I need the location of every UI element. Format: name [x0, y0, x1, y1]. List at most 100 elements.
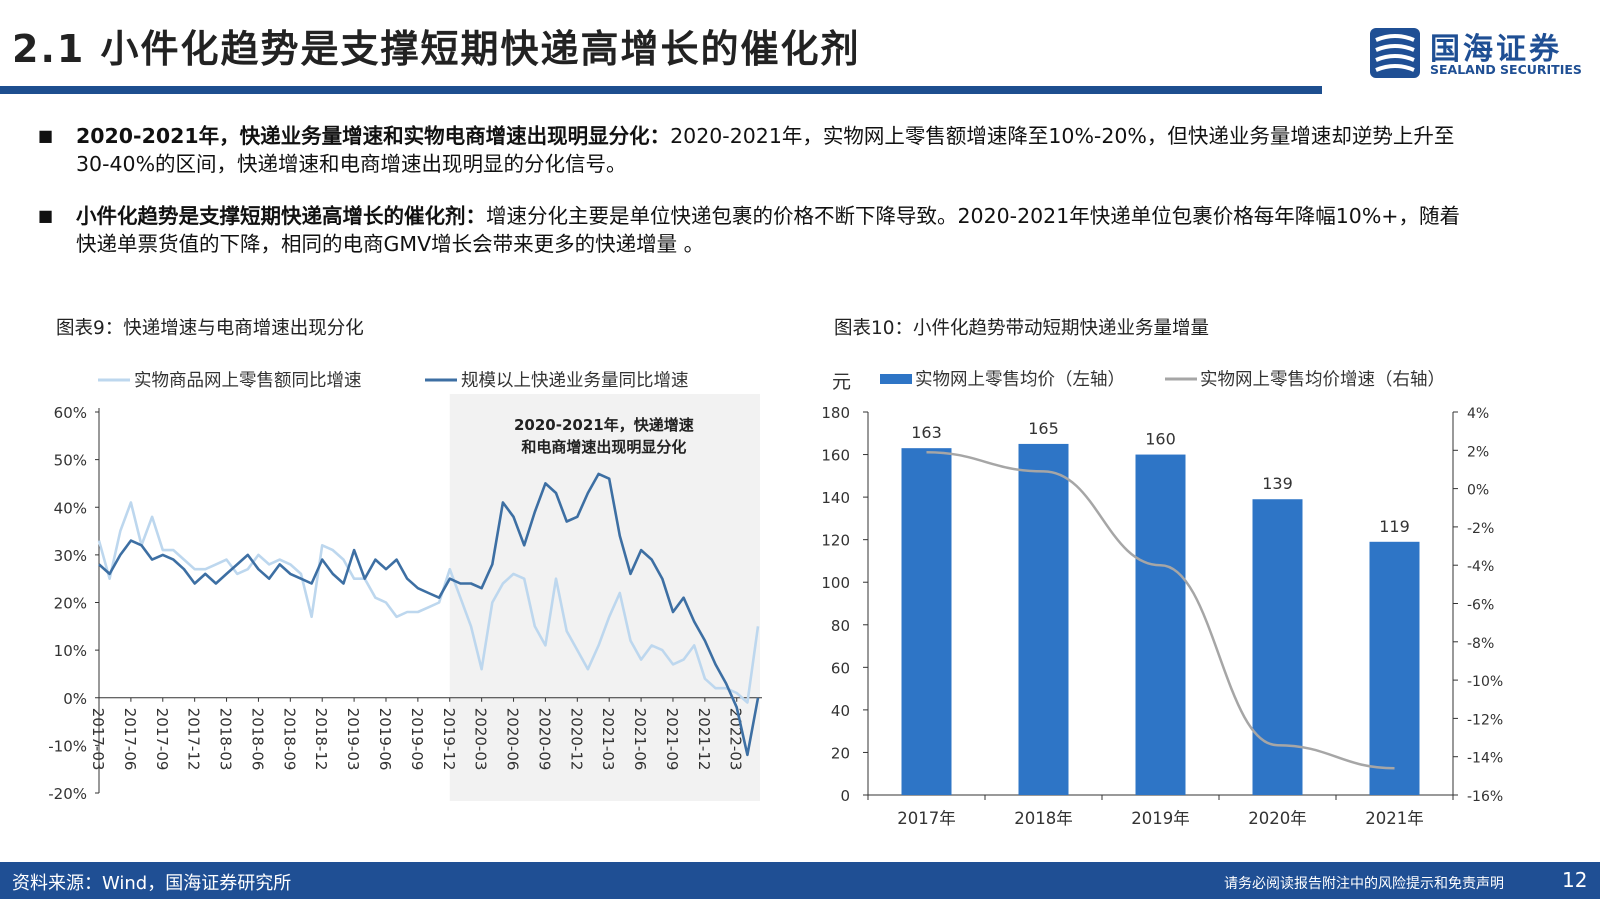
- x-tick-label: 2018-12: [312, 708, 330, 771]
- bullet-heading: 小件化趋势是支撑短期快递高增长的催化剂：: [76, 204, 486, 228]
- x-tick-label: 2021-03: [599, 708, 617, 771]
- bullet-text: 增速分化主要是单位快递包裹的价格不断下降导致。2020-2021年快递单位包裹价…: [76, 204, 1460, 256]
- legend-label-2: 规模以上快递业务量同比增速: [461, 371, 689, 391]
- x-tick-label: 2017-12: [185, 708, 203, 771]
- y-tick-label: 50%: [54, 452, 87, 470]
- annotation-line: 2020-2021年，快递增速: [514, 416, 694, 434]
- growth-divergence-chart: 2020-2021年，快递增速和电商增速出现明显分化 60% 50% 40% 30% 20…: [48, 371, 762, 803]
- y-tick-label: 40%: [54, 499, 87, 517]
- right-tick-label: 0%: [1467, 483, 1489, 499]
- x-tick-label: 2020-12: [567, 708, 585, 771]
- x-tick-label: 2018年: [1014, 809, 1073, 828]
- logo-text-cn: 国海证券: [1430, 32, 1562, 67]
- figure-9-title: 图表9：快递增速与电商增速出现分化: [56, 318, 364, 339]
- x-tick-label: 2018-06: [248, 708, 266, 771]
- right-tick-label: -4%: [1467, 559, 1494, 575]
- x-tick-label: 2021-06: [631, 708, 649, 771]
- left-tick-label: 0: [840, 787, 850, 805]
- y-tick-label: 0%: [63, 690, 87, 708]
- y-tick-label: 30%: [54, 547, 87, 565]
- x-tick-label: 2017年: [897, 809, 956, 828]
- x-tick-label: 2020年: [1248, 809, 1307, 828]
- left-tick-label: 60: [831, 659, 850, 677]
- x-tick-label: 2020-03: [472, 708, 490, 771]
- x-tick-label: 2020-09: [535, 708, 553, 771]
- x-tick-label: 2019-09: [408, 708, 426, 771]
- legend-swatch-bar: [880, 374, 912, 384]
- bar-data-label: 163: [911, 423, 942, 442]
- x-tick-label: 2019年: [1131, 809, 1190, 828]
- left-tick-label: 20: [831, 744, 850, 762]
- bullet-square-icon: ■: [38, 206, 54, 225]
- legend-label-line: 实物网上零售均价增速（右轴）: [1200, 370, 1445, 390]
- left-tick-label: 140: [821, 489, 850, 507]
- series-line-1: [97, 501, 760, 704]
- average-price-chart: 180 160 140 120 100 80 60 40 20 0 4% 2% 0% -2% -4% -6% -…: [821, 370, 1503, 828]
- x-tick-label: 2021-12: [695, 708, 713, 771]
- disclaimer: 请务必阅读报告附注中的风险提示和免责声明: [1224, 876, 1504, 892]
- x-tick-label: 2019-03: [344, 708, 362, 771]
- figure-10-title: 图表10：小件化趋势带动短期快递业务量增量: [834, 318, 1210, 339]
- right-tick-label: -10%: [1467, 674, 1503, 690]
- x-tick-label: 2017-09: [153, 708, 171, 771]
- right-tick-label: -16%: [1467, 789, 1503, 805]
- x-tick-label: 2019-12: [440, 708, 458, 771]
- bar: [1135, 454, 1186, 795]
- x-tick-label: 2020-06: [504, 708, 522, 771]
- left-tick-label: 40: [831, 702, 850, 720]
- bullet-list: ■ 2020-2021年，快递业务量增速和实物电商增速出现明显分化：2020-2…: [38, 122, 1478, 282]
- legend-label-bar: 实物网上零售均价（左轴）: [915, 370, 1125, 390]
- page-title: 2.1 小件化趋势是支撑短期快递高增长的催化剂: [12, 27, 861, 71]
- bar: [1369, 541, 1420, 795]
- x-tick-label: 2017-06: [121, 708, 139, 771]
- source-note: 资料来源：Wind，国海证券研究所: [12, 873, 292, 894]
- page-number: 12: [1562, 868, 1588, 892]
- shaded-region: [449, 394, 760, 801]
- y-tick-label: 20%: [54, 595, 87, 613]
- right-tick-label: 2%: [1467, 444, 1489, 460]
- x-tick-label: 2018-03: [217, 708, 235, 771]
- bar: [1018, 443, 1069, 795]
- left-tick-label: 180: [821, 404, 850, 422]
- x-tick-label: 2022-03: [727, 708, 745, 771]
- x-tick-label: 2021-09: [663, 708, 681, 771]
- bullet-text: 2020-2021年，实物网上零售额增速降至10%-20%，但快递业务量增速却逆…: [76, 124, 1455, 176]
- bar-data-label: 165: [1028, 419, 1059, 438]
- company-logo: 国海证券 SEALAND SECURITIES: [1368, 24, 1590, 84]
- chart-annotation: 2020-2021年，快递增速和电商增速出现明显分化: [514, 416, 694, 456]
- left-tick-label: 100: [821, 574, 850, 592]
- series-line-2: [98, 472, 760, 757]
- right-tick-label: -8%: [1467, 636, 1494, 652]
- x-tick-label: 2021年: [1365, 809, 1424, 828]
- bar: [901, 448, 952, 795]
- x-tick-label: 2017-03: [89, 708, 107, 771]
- left-tick-label: 120: [821, 532, 850, 550]
- x-tick-label: 2018-09: [280, 708, 298, 771]
- left-axis-unit: 元: [832, 371, 851, 393]
- y-tick-label: -20%: [48, 785, 87, 803]
- bullet-item: ■ 小件化趋势是支撑短期快递高增长的催化剂：增速分化主要是单位快递包裹的价格不断…: [38, 202, 1478, 258]
- right-tick-label: -2%: [1467, 521, 1494, 537]
- bar-data-label: 160: [1145, 430, 1176, 449]
- bar: [1252, 499, 1303, 795]
- sealand-logo-icon: [1370, 28, 1420, 78]
- y-tick-label: -10%: [48, 737, 87, 755]
- bar-data-label: 139: [1262, 474, 1293, 493]
- right-tick-label: -6%: [1467, 598, 1494, 614]
- bullet-square-icon: ■: [38, 126, 54, 145]
- logo-text-en: SEALAND SECURITIES: [1430, 62, 1582, 77]
- bullet-heading: 2020-2021年，快递业务量增速和实物电商增速出现明显分化：: [76, 124, 671, 148]
- y-tick-label: 60%: [54, 404, 87, 422]
- footer-bar: 资料来源：Wind，国海证券研究所 请务必阅读报告附注中的风险提示和免责声明 1…: [0, 862, 1600, 899]
- right-tick-label: -14%: [1467, 751, 1503, 767]
- left-tick-label: 160: [821, 447, 850, 465]
- y-tick-label: 10%: [54, 642, 87, 660]
- left-tick-label: 80: [831, 617, 850, 635]
- bar-data-label: 119: [1379, 517, 1410, 536]
- annotation-line: 和电商增速出现明显分化: [521, 438, 686, 456]
- legend-label-1: 实物商品网上零售额同比增速: [134, 371, 362, 391]
- bullet-item: ■ 2020-2021年，快递业务量增速和实物电商增速出现明显分化：2020-2…: [38, 122, 1478, 178]
- title-divider: [0, 86, 1322, 94]
- right-tick-label: -12%: [1467, 712, 1503, 728]
- x-tick-label: 2019-06: [376, 708, 394, 771]
